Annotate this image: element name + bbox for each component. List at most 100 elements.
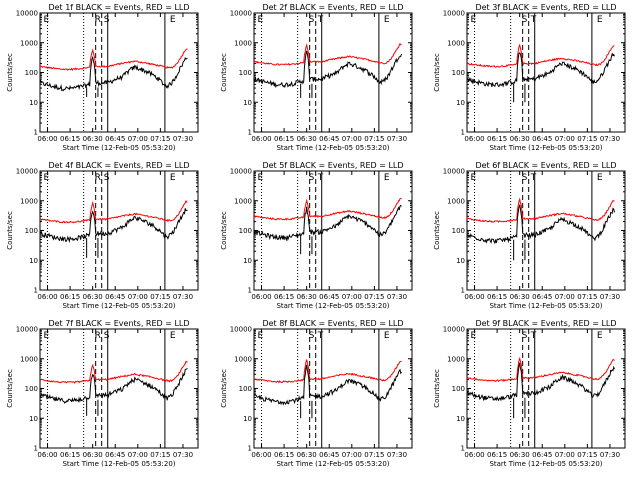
y-tick-label: 1000 (20, 355, 38, 363)
series-events-line (39, 55, 188, 92)
y-tick-label: 1000 (234, 355, 252, 363)
y-tick-label: 10 (29, 415, 38, 423)
chart-panel-det-8f: Det 8f BLACK = Events, RED = LLD E S T E 1 10 1… (220, 319, 413, 468)
series-lld-line (466, 356, 615, 383)
x-axis-label: Start Time (12-Feb-05 05:53:20) (62, 460, 175, 468)
y-tick-label: 1000 (234, 39, 252, 47)
marker-letter: T (530, 331, 537, 341)
series-events-line (466, 204, 615, 245)
y-tick-label: 1 (248, 129, 252, 137)
x-tick-label: 06:00 (464, 135, 484, 143)
marker-letter: E (170, 173, 176, 183)
chart-panel-det-7f: Det 7f BLACK = Events, RED = LLD E R S E 1 10 1… (6, 319, 199, 468)
x-tick-label: 06:45 (319, 451, 339, 459)
y-tick-label: 1 (34, 129, 38, 137)
x-tick-label: 06:15 (487, 135, 507, 143)
marker-letter: E (384, 173, 390, 183)
marker-letter: R (95, 173, 101, 183)
y-tick-label: 10 (29, 257, 38, 265)
marker-letter: T (530, 173, 537, 183)
chart-panel-det-3f: Det 3f BLACK = Events, RED = LLD E S T E 1 10 1… (433, 3, 626, 152)
marker-letter: S (104, 331, 110, 341)
x-tick-label: 06:15 (487, 451, 507, 459)
x-axis-label: Start Time (12-Feb-05 05:53:20) (276, 144, 389, 152)
panel-title: Det 2f BLACK = Events, RED = LLD (262, 3, 403, 12)
series-events-line (254, 50, 402, 89)
y-axis-label: Counts/sec (433, 53, 441, 92)
marker-letter: E (597, 331, 603, 341)
marker-letter: E (384, 331, 390, 341)
chart-panel-det-6f: Det 6f BLACK = Events, RED = LLD E S T E 1 10 1… (433, 161, 626, 310)
series-lld-line (253, 359, 402, 384)
y-tick-label: 100 (452, 69, 465, 77)
chart-panel-det-4f: Det 4f BLACK = Events, RED = LLD E R S E 1 10 1… (6, 161, 199, 310)
y-tick-label: 10000 (443, 10, 465, 18)
x-tick-label: 06:45 (105, 293, 125, 301)
series-events-line (39, 208, 188, 244)
panel-title: Det 4f BLACK = Events, RED = LLD (48, 161, 189, 170)
x-tick-label: 06:30 (297, 451, 317, 459)
marker-letter: T (317, 331, 324, 341)
x-tick-label: 06:15 (60, 451, 80, 459)
x-tick-label: 06:00 (251, 293, 271, 301)
x-axis-label: Start Time (12-Feb-05 05:53:20) (489, 144, 602, 152)
chart-panel-det-9f: Det 9f BLACK = Events, RED = LLD E S T E 1 10 1… (433, 319, 626, 468)
marker-letter: E (258, 331, 264, 341)
x-tick-label: 06:30 (297, 135, 317, 143)
x-tick-label: 06:15 (60, 135, 80, 143)
marker-letter: S (522, 173, 528, 183)
series-lld-line (39, 48, 188, 71)
x-tick-label: 07:15 (364, 451, 384, 459)
x-tick-label: 06:30 (83, 451, 103, 459)
y-tick-label: 1 (248, 445, 252, 453)
marker-letter: E (384, 15, 390, 25)
x-tick-label: 07:15 (364, 135, 384, 143)
y-tick-label: 10 (243, 257, 252, 265)
x-tick-label: 06:00 (251, 135, 271, 143)
series-events-line (39, 368, 188, 404)
y-tick-label: 10 (456, 99, 465, 107)
y-tick-label: 10000 (230, 10, 252, 18)
marker-letter: E (597, 15, 603, 25)
x-tick-label: 06:45 (532, 135, 552, 143)
panel-title: Det 1f BLACK = Events, RED = LLD (48, 3, 189, 12)
x-tick-label: 07:00 (128, 451, 148, 459)
series-events-line (466, 362, 615, 402)
x-tick-label: 07:00 (128, 293, 148, 301)
y-tick-label: 1000 (447, 39, 465, 47)
y-axis-label: Counts/sec (433, 369, 441, 408)
x-tick-label: 06:15 (274, 293, 294, 301)
marker-letter: S (104, 173, 110, 183)
y-tick-label: 1000 (20, 39, 38, 47)
series-lld-line (253, 197, 402, 221)
series-events-line (466, 52, 615, 88)
y-tick-label: 1 (461, 287, 465, 295)
x-tick-label: 07:00 (555, 451, 575, 459)
panel-title: Det 9f BLACK = Events, RED = LLD (475, 319, 616, 328)
x-tick-label: 06:30 (510, 135, 530, 143)
y-tick-label: 1 (461, 129, 465, 137)
x-tick-label: 07:15 (577, 451, 597, 459)
x-tick-label: 07:00 (342, 135, 362, 143)
y-axis-label: Counts/sec (6, 211, 14, 250)
x-tick-label: 07:30 (387, 135, 407, 143)
series-events-line (253, 204, 402, 242)
y-axis-label: Counts/sec (6, 369, 14, 408)
x-tick-label: 07:30 (387, 451, 407, 459)
marker-letter: E (44, 331, 50, 341)
y-tick-label: 100 (25, 69, 38, 77)
x-axis-label: Start Time (12-Feb-05 05:53:20) (489, 460, 602, 468)
y-axis-label: Counts/sec (220, 369, 228, 408)
x-tick-label: 06:15 (487, 293, 507, 301)
marker-letter: E (471, 15, 477, 25)
x-axis-label: Start Time (12-Feb-05 05:53:20) (62, 302, 175, 310)
y-tick-label: 1 (34, 287, 38, 295)
marker-letter: S (522, 15, 528, 25)
y-tick-label: 100 (452, 227, 465, 235)
x-tick-label: 07:30 (173, 451, 193, 459)
series-lld-line (39, 199, 188, 224)
panel-title: Det 6f BLACK = Events, RED = LLD (475, 161, 616, 170)
y-tick-label: 100 (239, 385, 252, 393)
x-tick-label: 07:15 (364, 293, 384, 301)
y-tick-label: 1 (248, 287, 252, 295)
